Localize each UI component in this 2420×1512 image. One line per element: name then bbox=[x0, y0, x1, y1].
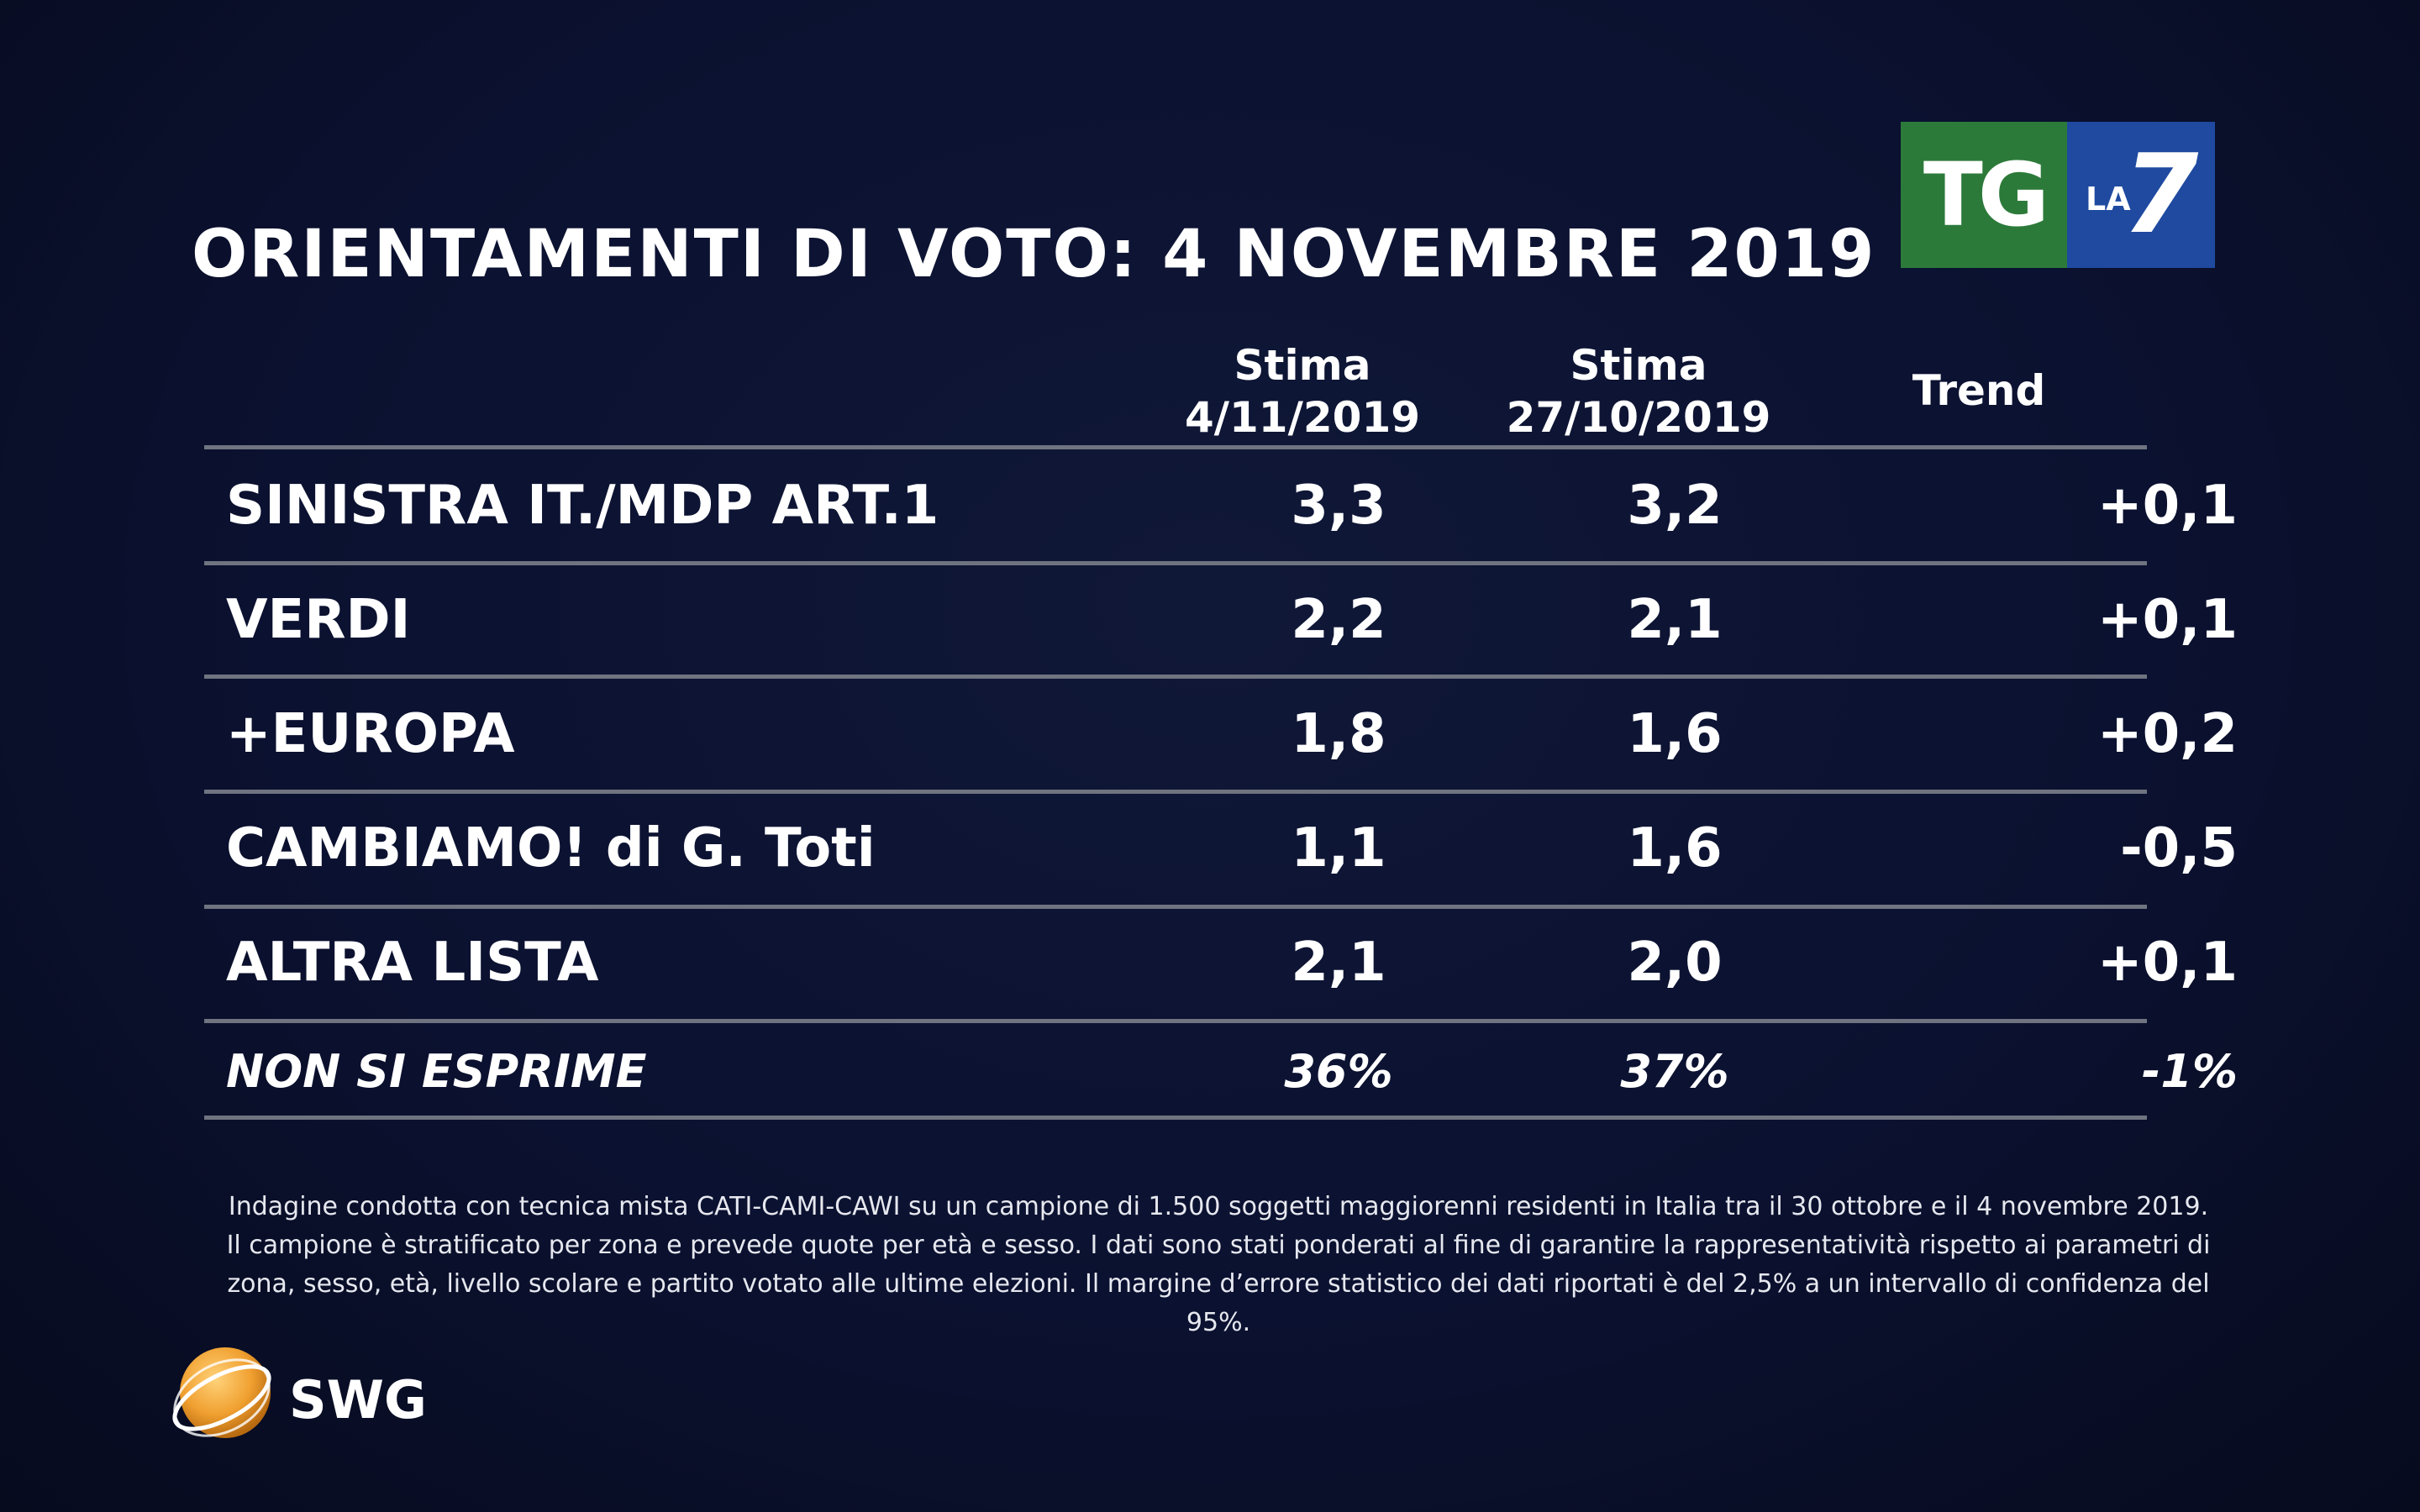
table-rule bbox=[204, 905, 2147, 909]
table-rule bbox=[204, 445, 2147, 449]
logo-tg: TG bbox=[1901, 122, 2067, 268]
column-header-previous: Stima 27/10/2019 bbox=[1496, 339, 1781, 444]
party-name: VERDI bbox=[226, 589, 411, 651]
current-estimate: 2,2 bbox=[1291, 589, 1386, 651]
column-header-trend: Trend bbox=[1849, 365, 2109, 417]
current-estimate: 3,3 bbox=[1291, 475, 1386, 537]
logo-la: LA bbox=[2086, 181, 2131, 218]
previous-estimate: 1,6 bbox=[1627, 703, 1723, 765]
column-header-current-line2: 4/11/2019 bbox=[1184, 393, 1421, 442]
previous-estimate: 2,0 bbox=[1627, 932, 1723, 994]
methodology-note: Indagine condotta con tecnica mista CATI… bbox=[226, 1192, 2211, 1337]
trend-value: +0,2 bbox=[2097, 703, 2238, 765]
previous-estimate: 3,2 bbox=[1627, 475, 1723, 537]
trend-value: +0,1 bbox=[2097, 932, 2238, 994]
current-estimate: 36% bbox=[1284, 1045, 1393, 1098]
current-estimate: 1,1 bbox=[1291, 817, 1386, 879]
table-rule bbox=[204, 675, 2147, 679]
swg-label: SWG bbox=[289, 1369, 427, 1431]
column-header-current: Stima 4/11/2019 bbox=[1168, 339, 1437, 444]
chart-title: ORIENTAMENTI DI VOTO: 4 NOVEMBRE 2019 bbox=[192, 217, 1876, 292]
trend-value: +0,1 bbox=[2097, 475, 2238, 537]
trend-value: +0,1 bbox=[2097, 589, 2238, 651]
trend-value: -0,5 bbox=[2120, 817, 2238, 879]
table-rule bbox=[204, 1116, 2147, 1120]
party-name: CAMBIAMO! di G. Toti bbox=[226, 817, 876, 879]
previous-estimate: 37% bbox=[1620, 1045, 1729, 1098]
party-name: +EUROPA bbox=[226, 703, 515, 765]
trend-value: -1% bbox=[2141, 1045, 2238, 1098]
logo-la7: LA 7 bbox=[2067, 122, 2215, 268]
swg-logo: SWG bbox=[158, 1336, 444, 1458]
column-header-current-line1: Stima bbox=[1234, 341, 1371, 390]
party-name: SINISTRA IT./MDP ART.1 bbox=[226, 475, 939, 537]
column-header-previous-line1: Stima bbox=[1570, 341, 1707, 390]
logo-seven: 7 bbox=[2123, 130, 2199, 258]
current-estimate: 1,8 bbox=[1291, 703, 1386, 765]
table-rule bbox=[204, 561, 2147, 565]
globe-icon bbox=[172, 1347, 271, 1438]
previous-estimate: 1,6 bbox=[1627, 817, 1723, 879]
column-header-previous-line2: 27/10/2019 bbox=[1506, 393, 1771, 442]
current-estimate: 2,1 bbox=[1291, 932, 1386, 994]
column-header-trend-label: Trend bbox=[1912, 366, 2046, 415]
table-rule bbox=[204, 1019, 2147, 1023]
tg-la7-logo: TG LA 7 bbox=[1901, 122, 2215, 268]
party-name: NON SI ESPRIME bbox=[226, 1045, 647, 1098]
previous-estimate: 2,1 bbox=[1627, 589, 1723, 651]
table-rule bbox=[204, 790, 2147, 794]
party-name: ALTRA LISTA bbox=[226, 932, 599, 994]
